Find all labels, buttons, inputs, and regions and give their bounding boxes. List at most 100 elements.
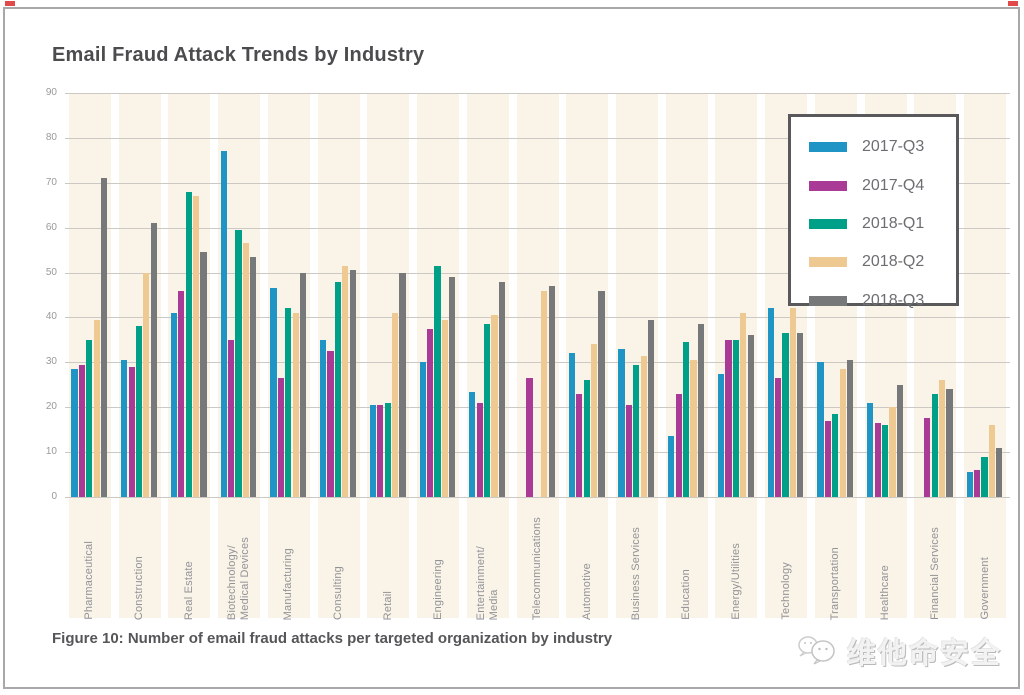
y-tick-label: 60 bbox=[45, 221, 57, 233]
legend-label: 2017-Q3 bbox=[862, 138, 925, 156]
legend-label: 2018-Q3 bbox=[862, 291, 925, 309]
bar bbox=[541, 290, 548, 497]
bar bbox=[71, 369, 78, 497]
x-axis-label: Transportation bbox=[829, 546, 842, 620]
bar bbox=[498, 281, 506, 497]
y-tick-label: 70 bbox=[45, 176, 57, 188]
y-tick-label: 30 bbox=[45, 356, 57, 368]
bar bbox=[441, 319, 448, 497]
x-label-cell: Telecommunications bbox=[513, 505, 563, 620]
bar bbox=[121, 360, 128, 497]
bar bbox=[220, 151, 227, 497]
bar bbox=[832, 413, 839, 497]
bar bbox=[391, 312, 399, 497]
x-label-cell: Engineering bbox=[413, 505, 463, 620]
x-label-cell: Energy/Utilities bbox=[712, 505, 762, 620]
x-label-cell: Construction bbox=[115, 505, 165, 620]
bar bbox=[250, 256, 257, 497]
legend-item: 2017-Q3 bbox=[809, 128, 956, 166]
x-axis-label: Energy/Utilities bbox=[729, 543, 742, 620]
legend-swatch bbox=[809, 257, 847, 268]
bar bbox=[426, 328, 434, 497]
x-axis-label: Entertainment/ Media bbox=[474, 545, 500, 620]
bar bbox=[924, 418, 931, 497]
bar bbox=[349, 270, 356, 497]
bar bbox=[817, 362, 824, 497]
gridline bbox=[65, 227, 1010, 229]
bar bbox=[867, 402, 874, 497]
bar bbox=[135, 326, 143, 497]
bar bbox=[128, 366, 135, 497]
bar bbox=[590, 344, 598, 497]
x-label-cell: Business Services bbox=[612, 505, 662, 620]
y-tick-label: 80 bbox=[45, 131, 57, 143]
bar bbox=[476, 402, 483, 497]
legend-item: 2018-Q3 bbox=[809, 282, 956, 320]
bar bbox=[697, 324, 704, 497]
bar bbox=[839, 369, 846, 497]
bar bbox=[170, 312, 178, 497]
bar bbox=[185, 191, 192, 497]
y-tick-label: 40 bbox=[45, 311, 57, 323]
x-label-cell: Entertainment/ Media bbox=[463, 505, 513, 620]
bar bbox=[384, 402, 391, 497]
bar bbox=[150, 223, 157, 497]
bar bbox=[640, 355, 647, 497]
gridline bbox=[65, 272, 1010, 274]
bar bbox=[78, 364, 85, 497]
x-label-cell: Financial Services bbox=[911, 505, 961, 620]
bar bbox=[966, 472, 973, 497]
gridline bbox=[65, 137, 1010, 139]
bar bbox=[227, 339, 235, 497]
bar bbox=[193, 196, 200, 497]
bar bbox=[782, 333, 789, 497]
bar bbox=[881, 425, 889, 497]
x-label-cell: Manufacturing bbox=[264, 505, 314, 620]
bar bbox=[491, 315, 498, 497]
bar bbox=[931, 393, 938, 497]
bar bbox=[548, 286, 555, 497]
bar bbox=[775, 378, 782, 497]
chart-title: Email Fraud Attack Trends by Industry bbox=[52, 44, 425, 66]
bar bbox=[419, 362, 426, 497]
bar bbox=[178, 290, 185, 497]
bar bbox=[874, 422, 881, 497]
legend-item: 2017-Q4 bbox=[809, 166, 956, 204]
bar bbox=[86, 339, 93, 497]
bar bbox=[568, 353, 575, 497]
bar bbox=[683, 342, 690, 497]
bar bbox=[342, 265, 349, 497]
x-axis-label: Education bbox=[680, 569, 693, 620]
x-axis-label: Manufacturing bbox=[282, 547, 295, 620]
figure-caption: Figure 10: Number of email fraud attacks… bbox=[52, 630, 613, 647]
legend-swatch bbox=[809, 295, 847, 306]
bar bbox=[334, 281, 342, 497]
x-axis-label: Technology bbox=[779, 562, 792, 620]
x-axis-label: Consulting bbox=[332, 566, 345, 620]
x-label-cell: Automotive bbox=[562, 505, 612, 620]
bar bbox=[732, 339, 739, 497]
legend-swatch bbox=[809, 142, 847, 153]
legend-label: 2018-Q1 bbox=[862, 214, 925, 232]
bar bbox=[981, 456, 988, 497]
x-label-cell: Retail bbox=[363, 505, 413, 620]
bar bbox=[285, 308, 292, 497]
x-label-cell: Government bbox=[960, 505, 1010, 620]
x-label-cell: Biotechnology/ Medical Devices bbox=[214, 505, 264, 620]
wechat-logo-icon bbox=[798, 636, 835, 665]
y-tick-label: 20 bbox=[45, 401, 57, 413]
bar bbox=[449, 277, 456, 497]
legend-item: 2018-Q2 bbox=[809, 243, 956, 281]
bar bbox=[200, 252, 207, 497]
y-tick-label: 10 bbox=[45, 446, 57, 458]
bar bbox=[996, 447, 1003, 497]
bar bbox=[939, 380, 946, 497]
gridline bbox=[65, 93, 1010, 94]
bar bbox=[974, 470, 981, 497]
red-corner-mark-right bbox=[1008, 1, 1018, 6]
x-label-cell: Education bbox=[662, 505, 712, 620]
bar bbox=[668, 436, 675, 497]
x-axis-label: Real Estate bbox=[182, 560, 195, 620]
x-axis-label: Engineering bbox=[431, 559, 444, 620]
